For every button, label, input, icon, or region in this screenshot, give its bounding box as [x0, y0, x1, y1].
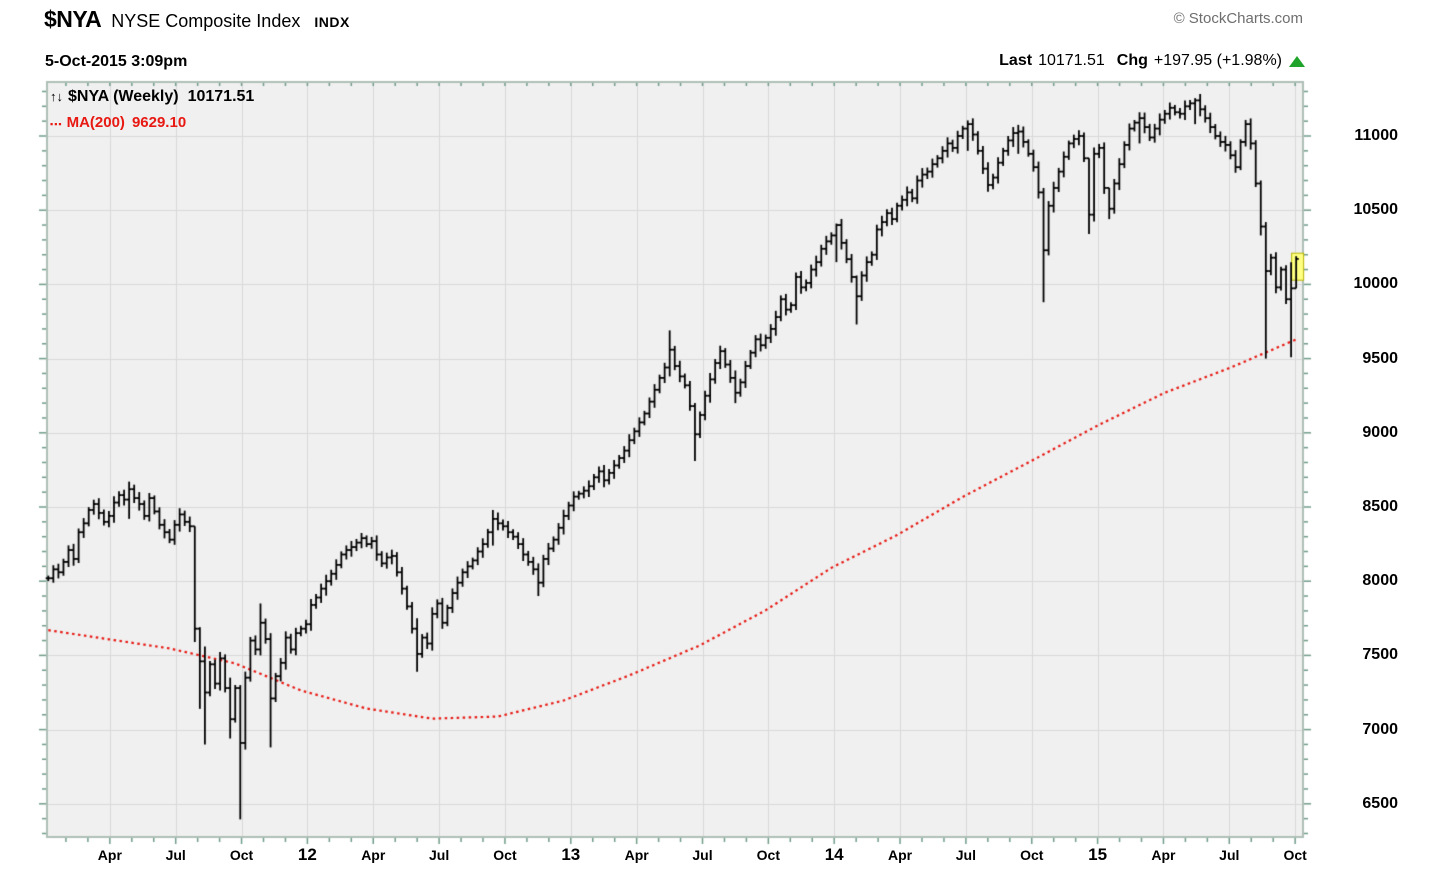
x-axis-month-label: Oct: [1283, 847, 1307, 863]
ticker-symbol: $NYA: [44, 6, 102, 32]
y-axis-tick-label: 9000: [1362, 423, 1398, 441]
y-axis-tick-label: 6500: [1362, 794, 1398, 812]
x-axis-month-label: Oct: [1020, 847, 1044, 863]
x-axis-month-label: Apr: [624, 847, 649, 863]
x-axis-year-label: 14: [824, 845, 844, 864]
copyright-link[interactable]: © StockCharts.com: [1173, 10, 1303, 27]
chg-value: +197.95 (+1.98%): [1153, 52, 1282, 69]
x-axis-month-label: Apr: [97, 847, 122, 863]
last-label: Last: [999, 52, 1033, 69]
y-axis-tick-label: 10500: [1353, 201, 1399, 219]
x-axis-month-label: Jul: [428, 847, 450, 863]
x-axis-month-label: Apr: [361, 847, 386, 863]
x-axis-month-label: Oct: [229, 847, 254, 863]
x-axis-month-label: Apr: [1151, 847, 1176, 863]
chart-datetime: 5-Oct-2015 3:09pm: [45, 53, 188, 70]
x-axis-month-label: Apr: [887, 847, 913, 863]
y-axis-tick-label: 7000: [1362, 720, 1398, 738]
ma-legend-label: MA(200): [66, 114, 125, 131]
quote-summary: Last 10171.51 Chg +197.95 (+1.98%): [999, 52, 1305, 70]
x-axis-month-label: Jul: [955, 847, 977, 863]
last-value: 10171.51: [1038, 52, 1105, 69]
x-axis-month-label: Jul: [692, 847, 713, 863]
ma-dotted-swatch-icon: ▪▪▪: [50, 119, 63, 129]
x-axis-month-label: Oct: [493, 847, 517, 863]
x-axis-year-label: 12: [297, 845, 317, 864]
series-legend-value: 10171.51: [187, 88, 255, 105]
chart-header: $NYA NYSE Composite Index INDX: [44, 6, 350, 33]
index-name: NYSE Composite Index: [111, 11, 301, 31]
x-axis-month-label: Jul: [165, 847, 186, 863]
y-axis-tick-label: 8000: [1362, 572, 1398, 590]
series-legend: ↑↓ $NYA (Weekly) 10171.51: [50, 88, 254, 106]
x-axis-year-label: 15: [1088, 845, 1108, 864]
y-axis-tick-label: 9500: [1362, 349, 1398, 367]
y-axis-tick-label: 7500: [1362, 646, 1398, 664]
x-axis-month-label: Oct: [756, 847, 781, 863]
y-axis-tick-label: 10000: [1353, 275, 1399, 293]
updown-arrows-icon: ↑↓: [50, 89, 63, 104]
y-axis-tick-label: 11000: [1354, 127, 1398, 144]
ma-legend-value: 9629.10: [131, 114, 187, 131]
up-triangle-icon: [1289, 55, 1305, 67]
series-legend-label: $NYA (Weekly): [68, 88, 179, 105]
ma-legend: ▪▪▪ MA(200) 9629.10: [50, 114, 186, 131]
x-axis-year-label: 13: [561, 845, 581, 864]
exchange-label: INDX: [314, 14, 350, 30]
x-axis-month-label: Jul: [1219, 847, 1240, 863]
y-axis-tick-label: 8500: [1362, 498, 1398, 515]
chg-label: Chg: [1116, 52, 1148, 69]
